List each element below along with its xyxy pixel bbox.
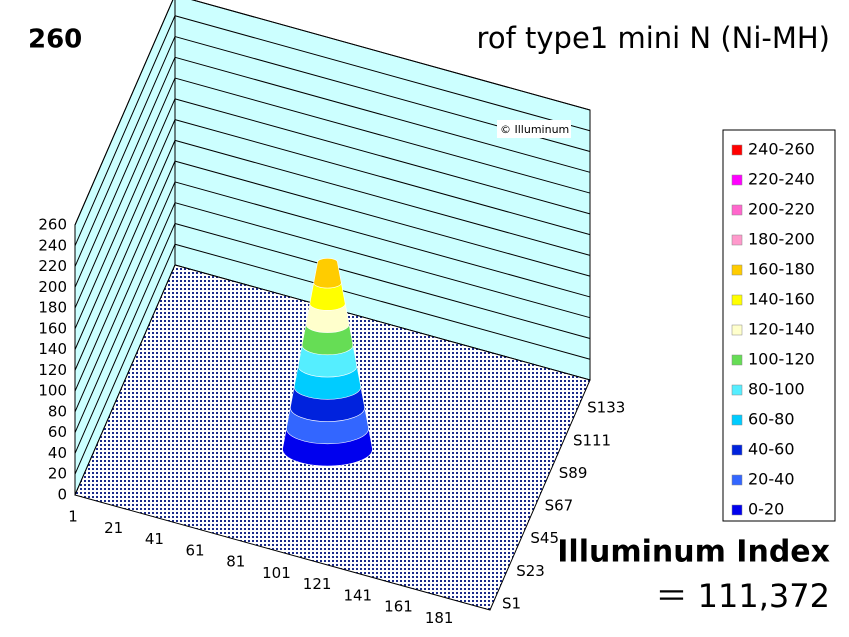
grid-line — [74, 77, 591, 309]
legend-swatch — [731, 324, 743, 336]
legend: 240-260 220-240 200-220 180-200 160-180 140-1… — [731, 140, 815, 519]
surface-band — [313, 258, 342, 289]
z-tick-label: 120 — [38, 361, 67, 379]
z-tick-label: 200 — [38, 278, 67, 296]
legend-label: 220-240 — [748, 170, 815, 189]
surface-peak — [252, 258, 403, 477]
z-tick-label: 100 — [38, 382, 67, 400]
y-tick-label: S23 — [516, 562, 545, 580]
grid-line — [74, 35, 591, 267]
z-tick-label: 80 — [48, 402, 67, 420]
z-tick-label: 0 — [57, 486, 67, 504]
legend-swatch — [731, 294, 743, 306]
x-tick-label: 121 — [303, 575, 332, 593]
z-tick-label: 20 — [48, 465, 67, 483]
index-label: Illuminum Index — [557, 535, 830, 570]
legend-swatch — [731, 144, 743, 156]
x-tick-label: 101 — [262, 564, 291, 582]
legend-swatch — [731, 174, 743, 186]
x-tick-label: 21 — [104, 519, 123, 537]
legend-swatch — [731, 414, 743, 426]
corner-label: 260 — [28, 25, 82, 55]
y-tick-label: S133 — [587, 399, 625, 417]
grid-line — [74, 119, 591, 350]
x-tick-label: 161 — [384, 598, 413, 616]
watermark: © Illuminum — [500, 123, 569, 136]
grid-line — [74, 98, 591, 330]
legend-label: 40-60 — [748, 440, 795, 459]
legend-swatch — [731, 504, 743, 516]
grid-line — [74, 160, 591, 392]
y-tick-label: S67 — [545, 497, 574, 515]
z-tick-label: 180 — [38, 299, 67, 317]
legend-label: 20-40 — [748, 470, 795, 489]
z-tick-label: 60 — [48, 423, 67, 441]
grid-line — [74, 181, 591, 413]
x-tick-label: 61 — [186, 541, 205, 559]
y-tick-label: S89 — [559, 464, 588, 482]
legend-label: 240-260 — [748, 140, 815, 159]
z-tick-label: 40 — [48, 444, 67, 462]
plot-area: 0204060801001201401601802002202402601214… — [38, 0, 625, 627]
x-tick-label: 41 — [145, 530, 164, 548]
legend-swatch — [731, 384, 743, 396]
legend-label: 60-80 — [748, 410, 795, 429]
legend-label: 200-220 — [748, 200, 815, 219]
legend-label: 160-180 — [748, 260, 815, 279]
legend-swatch — [731, 474, 743, 486]
legend-label: 140-160 — [748, 290, 815, 309]
grid-line — [74, 0, 591, 226]
y-tick-label: S111 — [573, 431, 611, 449]
z-tick-label: 220 — [38, 257, 67, 275]
legend-label: 100-120 — [748, 350, 815, 369]
grid-line — [74, 222, 591, 454]
watermark-box — [497, 120, 571, 138]
x-tick-label: 141 — [343, 586, 372, 604]
legend-label: 0-20 — [748, 500, 784, 519]
z-tick-label: 140 — [38, 340, 67, 358]
chart-title: rof type1 mini N (Ni-MH) — [477, 21, 830, 55]
legend-swatch — [731, 444, 743, 456]
z-tick-label: 260 — [38, 216, 67, 234]
grid-line — [74, 56, 591, 288]
x-tick-label: 81 — [226, 553, 245, 571]
legend-swatch — [731, 204, 743, 216]
z-tick-label: 160 — [38, 319, 67, 337]
legend-label: 120-140 — [748, 320, 815, 339]
grid-line — [74, 202, 591, 433]
y-tick-label: S1 — [502, 595, 521, 613]
z-tick-label: 240 — [38, 236, 67, 254]
x-tick-label: 1 — [68, 508, 78, 526]
grid-line — [74, 139, 591, 371]
legend-swatch — [731, 264, 743, 276]
legend-label: 80-100 — [748, 380, 805, 399]
grid-line — [74, 15, 591, 246]
index-value: ＝ 111,372 — [655, 577, 830, 615]
y-tick-label: S45 — [530, 529, 559, 547]
legend-label: 180-200 — [748, 230, 815, 249]
grid-line — [74, 243, 591, 475]
legend-swatch — [731, 234, 743, 246]
x-tick-label: 181 — [425, 609, 454, 627]
legend-swatch — [731, 354, 743, 366]
